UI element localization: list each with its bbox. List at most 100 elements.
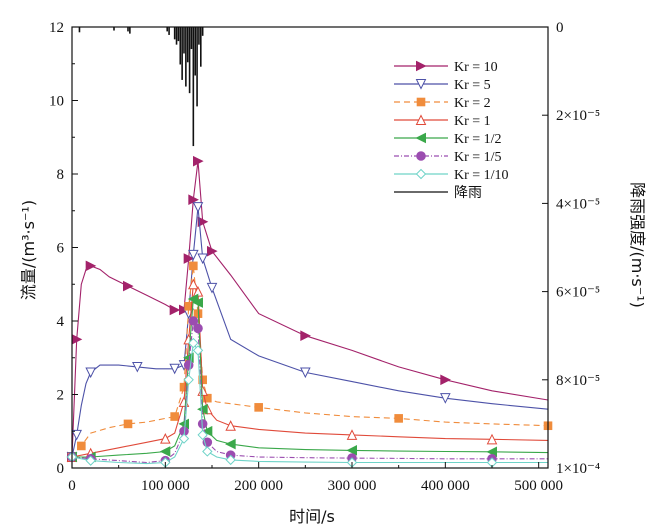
rain-bar [183,27,185,54]
data-point [416,97,426,107]
data-point [160,432,171,444]
data-point [178,433,190,444]
data-point [188,316,199,326]
rain-bar [196,27,198,107]
legend-item: Kr = 1/2 [394,132,502,147]
data-point [300,330,311,342]
y-left-tick-label: 2 [57,388,65,404]
x-axis-label: 时间/s [289,507,335,526]
y-right-tick-label: 0 [556,20,564,36]
data-point [197,403,208,415]
rain-bar [78,27,81,33]
data-point [132,361,143,373]
legend: Kr = 10 Kr = 5 Kr = 2 Kr = 1 Kr = 1/2 Kr = 1/… [394,60,509,201]
legend-item: Kr = 1/5 [394,150,502,165]
data-point [170,412,179,421]
data-point [188,278,199,290]
legend-item: Kr = 1/10 [394,168,509,183]
data-point [254,403,263,412]
rain-bars [78,27,204,147]
series-line [71,341,548,465]
series-kr-1-10 [66,337,548,468]
legend-label: Kr = 10 [454,60,498,75]
legend-item: Kr = 2 [394,96,491,111]
rain-bar [166,27,168,32]
data-point [415,168,427,180]
legend-item: Kr = 1 [394,114,491,129]
rain-bar [201,27,204,36]
y-left-tick-label: 12 [49,20,64,36]
legend-label: Kr = 1/5 [454,150,502,165]
legend-item: Kr = 10 [394,60,498,75]
x-tick-label: 300 000 [328,478,377,494]
data-point [415,132,426,144]
data-point [415,79,427,90]
rain-bar [179,27,182,65]
data-point [123,280,134,292]
rain-bar [168,27,170,35]
data-point [188,194,199,206]
data-point [203,393,212,403]
data-point [440,393,451,404]
data-point [192,297,203,308]
data-point [206,282,218,294]
y-left-tick-label: 10 [49,94,64,110]
series-kr-1 [66,278,549,462]
data-point [225,420,236,431]
data-point [188,249,199,261]
y-left-tick-label: 4 [57,314,65,330]
series-line [71,282,549,458]
rain-bar [190,27,193,50]
rain-bar [177,27,180,42]
y-left-tick-label: 6 [57,241,65,257]
rain-bar [173,27,176,40]
legend-label: Kr = 1/10 [454,168,509,183]
data-point [346,429,358,440]
rain-bar [113,27,115,31]
rain-bar [175,27,178,45]
data-point [159,446,171,457]
data-point [85,260,97,272]
data-point [197,253,208,265]
data-point [189,261,198,271]
y-axis-left-label: 流量/(m³·s⁻¹) [19,200,38,300]
y-right-tick-label: 2×10⁻⁵ [556,108,600,124]
data-point [201,425,213,437]
x-tick-label: 0 [68,478,76,494]
legend-label: Kr = 1 [454,114,491,129]
data-point [179,304,190,316]
series-line [71,161,549,458]
data-point [416,60,427,72]
axes: 0 100 000 200 000 300 000 400 000 500 000 0 2 4 6… [49,20,600,494]
rain-bar [194,27,196,76]
data-point [169,304,181,316]
data-point [197,429,208,441]
rain-bar [188,27,191,94]
legend-label: 降雨 [454,185,482,201]
rain-bar [198,27,200,45]
series-line [71,265,549,458]
data-point [415,114,427,125]
rain-bar [181,27,183,80]
rain-bar [129,27,131,34]
data-point [197,216,209,228]
y-left-tick-label: 8 [57,167,65,183]
data-point [85,367,96,379]
rain-bar [192,27,195,147]
data-point [192,345,204,356]
data-point [193,323,203,334]
y-right-tick-label: 6×10⁻⁵ [556,285,600,301]
y-right-tick-label: 8×10⁻⁵ [556,373,600,389]
data-point [225,438,236,450]
x-tick-label: 200 000 [234,478,283,494]
data-point [202,446,213,457]
x-tick-label: 100 000 [141,478,190,494]
legend-item: Kr = 5 [394,78,491,93]
x-tick-label: 500 000 [514,478,563,494]
series-kr-10 [67,155,549,463]
data-point [394,414,403,423]
rain-bar [186,27,189,63]
data-point [123,419,133,429]
rain-bar [200,27,202,67]
